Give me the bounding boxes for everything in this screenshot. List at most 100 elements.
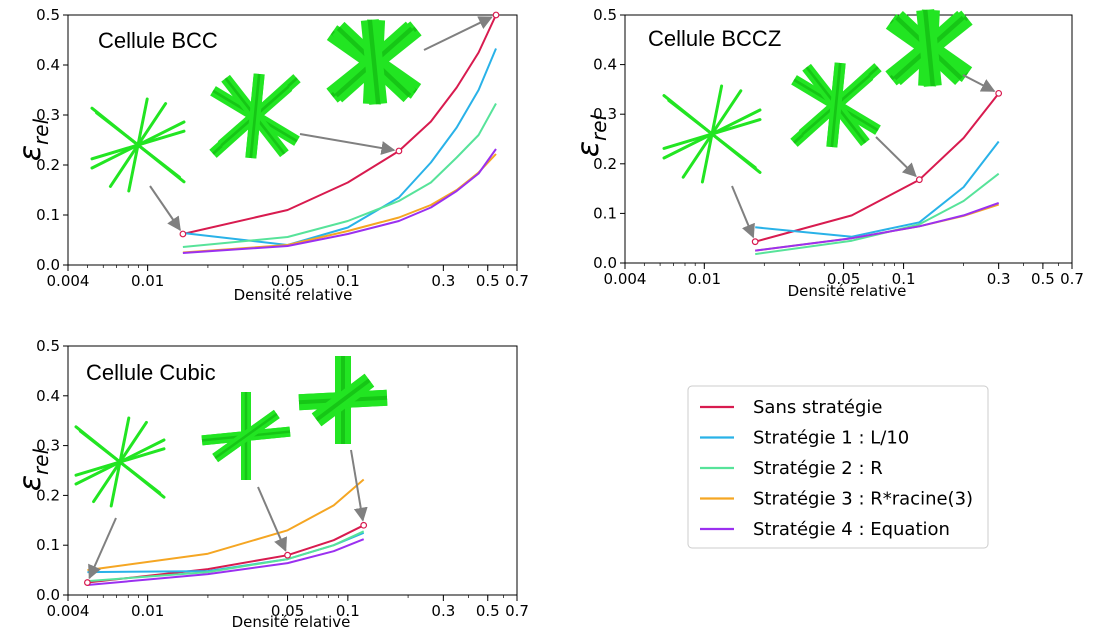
- legend-item: Stratégie 2 : R: [700, 458, 883, 479]
- plot-frame: [624, 14, 1073, 264]
- y-axis-label: εrel: [13, 448, 53, 491]
- x-tick-label: 0.05: [827, 270, 860, 288]
- legend-frame: [687, 385, 989, 549]
- highlighted-point: [915, 176, 923, 184]
- legend-label: Stratégie 3 : R*racine(3): [753, 489, 973, 510]
- lattice-cell-icon: [201, 392, 291, 480]
- series-line-sans-strategie: [182, 14, 497, 235]
- chart-panel-bcc: 0.0 0.1 0.2 0.3 0.4 0.5 0.004 0.01 0.05 0.1 0.3 0.5…: [13, 6, 529, 304]
- y-tick-label: 0.1: [36, 536, 60, 554]
- annotation-arrow: [731, 185, 755, 239]
- annotation-arrow: [299, 133, 396, 155]
- x-tick-label: 0.5: [1031, 270, 1055, 288]
- annotation-arrow: [875, 136, 917, 178]
- chart-title: Cellule BCCZ: [648, 26, 781, 51]
- x-tick-label: 0.05: [271, 272, 304, 290]
- y-tick-label: 0.5: [593, 6, 617, 24]
- y-tick-label: 0.1: [36, 206, 60, 224]
- y-tick-label: 0.4: [36, 387, 60, 405]
- y-tick-label: 0.1: [593, 204, 617, 222]
- y-axis-label: εrel: [571, 114, 611, 157]
- lattice-cell-icon: [209, 73, 301, 159]
- y-tick-label: 0.4: [36, 56, 60, 74]
- legend-label: Stratégie 1 : L/10: [753, 428, 909, 449]
- y-axis-label-sub: rel: [29, 448, 53, 475]
- y-tick-label: 0.0: [36, 586, 60, 604]
- x-tick-label: 0.7: [505, 602, 529, 620]
- plot-frame: [67, 345, 518, 596]
- series-line-strategie-4: [87, 538, 365, 586]
- x-tick-label: 0.3: [431, 602, 455, 620]
- legend-label: Sans stratégie: [753, 397, 882, 418]
- series-line-strategie-3: [755, 203, 1000, 252]
- y-tick-label: 0.2: [593, 155, 617, 173]
- highlighted-point: [751, 238, 759, 246]
- y-axis-label: εrel: [13, 118, 53, 161]
- highlighted-point: [395, 147, 403, 155]
- x-tick-label: 0.1: [336, 602, 360, 620]
- chart-title: Cellule BCC: [98, 28, 218, 53]
- legend-item: Stratégie 1 : L/10: [700, 428, 909, 449]
- highlighted-point: [284, 551, 291, 559]
- x-tick-label: 0.01: [131, 272, 164, 290]
- chart-title: Cellule Cubic: [86, 360, 216, 385]
- y-tick-label: 0.3: [36, 437, 60, 455]
- x-tick-label: 0.004: [47, 272, 90, 290]
- series-line-strategie-2: [755, 172, 1000, 256]
- highlighted-point: [995, 89, 1003, 97]
- highlighted-point: [83, 579, 91, 586]
- x-tick-label: 0.7: [505, 272, 529, 290]
- x-tick-label: 0.5: [476, 602, 500, 620]
- x-tick-label: 0.7: [1060, 270, 1084, 288]
- y-tick-label: 0.2: [36, 156, 60, 174]
- y-tick-label: 0.2: [36, 486, 60, 504]
- series-line-strategie-4: [755, 202, 1000, 252]
- y-axis-label-main: ε: [13, 145, 48, 161]
- annotation-arrow: [149, 185, 181, 232]
- annotation-arrow: [423, 16, 493, 51]
- annotation-arrow: [350, 449, 368, 522]
- y-axis-label-main: ε: [571, 141, 606, 157]
- x-axis-label: Densité relative: [788, 282, 907, 300]
- legend-item: Stratégie 3 : R*racine(3): [700, 489, 973, 510]
- annotation-arrow: [88, 517, 117, 580]
- chart-panel-cubic: 0.0 0.1 0.2 0.3 0.4 0.5 0.004 0.01 0.05 0.1 0.3 0.5…: [13, 337, 529, 630]
- lattice-cell-icon: [90, 97, 186, 193]
- lattice-cell-icon: [298, 356, 388, 444]
- lattice-cell-icon: [662, 84, 762, 184]
- lattice-cell-icon: [326, 19, 422, 105]
- lattice-cell-icon: [885, 9, 973, 87]
- y-tick-label: 0.0: [36, 256, 60, 274]
- series-line-strategie-3: [87, 478, 365, 572]
- annotation-arrow: [257, 486, 287, 552]
- y-tick-label: 0.0: [593, 254, 617, 272]
- annotation-arrow: [962, 74, 996, 92]
- x-tick-label: 0.004: [47, 602, 90, 620]
- x-tick-label: 0.05: [271, 602, 304, 620]
- y-axis-label-main: ε: [13, 475, 48, 491]
- y-axis-label-sub: rel: [29, 118, 53, 145]
- x-tick-label: 0.1: [336, 272, 360, 290]
- x-axis-label: Densité relative: [234, 286, 353, 304]
- x-tick-label: 0.5: [476, 272, 500, 290]
- x-axis-label: Densité relative: [232, 613, 351, 630]
- series-line-strategie-2: [182, 103, 497, 248]
- x-tick-label: 0.01: [688, 270, 721, 288]
- y-tick-label: 0.3: [593, 105, 617, 123]
- x-tick-label: 0.004: [604, 270, 647, 288]
- legend-label: Stratégie 2 : R: [753, 458, 883, 479]
- lattice-cell-icon: [790, 62, 882, 148]
- x-tick-label: 0.3: [431, 272, 455, 290]
- highlighted-point: [492, 11, 500, 19]
- x-tick-label: 0.3: [987, 270, 1011, 288]
- series-line-strategie-2: [87, 530, 365, 583]
- series-line-sans-strategie: [754, 92, 1000, 243]
- plot-frame: [67, 14, 518, 266]
- legend-label: Stratégie 4 : Equation: [753, 519, 950, 540]
- lattice-cell-icon: [74, 416, 166, 508]
- x-tick-label: 0.1: [892, 270, 916, 288]
- y-tick-label: 0.5: [36, 6, 60, 24]
- legend: Sans stratégie Stratégie 1 : L/10 Stratégi…: [687, 385, 989, 549]
- x-tick-label: 0.01: [131, 602, 164, 620]
